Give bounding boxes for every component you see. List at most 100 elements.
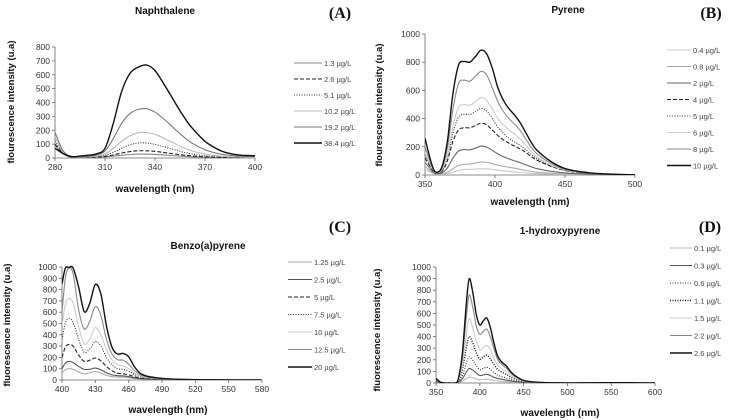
x-tick-label: 400 [248,162,262,172]
y-tick-label: 600 [406,85,420,95]
x-tick-label: 500 [560,387,574,397]
y-tick-label: 600 [43,307,57,317]
y-tick-label: 900 [43,273,57,283]
x-tick-label: 370 [198,162,212,172]
chart-panel-c: Benzo(a)pyrene(C)400 430 460 490 520 550 58001… [2,219,351,416]
y-tick-label: 600 [36,70,50,80]
x-tick-label: 340 [148,162,162,172]
y-axis-label: fluorescence intensity (u.a) [2,263,13,386]
legend-label: 7.5 µg/L [314,311,341,320]
legend-label: 5 µg/L [693,112,714,121]
y-tick-label: 1000 [412,262,431,272]
series-line [425,145,635,175]
legend-label: 2.6 µg/L [324,75,351,84]
series-line [62,298,262,380]
legend-label: 20 µg/L [314,363,339,372]
legend-label: 1.3 µg/L [324,59,351,68]
series-line [55,64,255,158]
legend-label: 1.5 µg/L [694,314,721,323]
x-tick-label: 460 [122,384,136,394]
y-tick-label: 700 [43,296,57,306]
legend-label: 10 µg/L [314,328,339,337]
panel-label: (B) [700,5,721,22]
series-line [436,277,655,383]
chart-title: 1-hydroxypyrene [520,226,601,237]
legend-label: 2.2 µg/L [694,332,721,341]
series-line [436,318,655,383]
x-tick-label: 450 [558,179,572,189]
y-tick-label: 1000 [401,29,420,39]
legend-label: 8 µg/L [693,145,714,154]
y-axis-label: flourescence intensity (u.a) [6,40,17,163]
legend-label: 0.6 µg/L [694,279,721,288]
x-tick-label: 490 [155,384,169,394]
series-line [55,131,255,158]
chart-panel-a: Naphthalene (A) 280 310 340 370 400 0 100 200 300 4… [6,5,355,195]
y-tick-label: 300 [43,341,57,351]
legend-label: 2.6 µg/L [694,349,721,358]
chart-title: Naphthalene [135,6,195,17]
chart-title: Benzo(a)pyrene [170,241,245,252]
y-tick-label: 500 [36,84,50,94]
y-tick-label: 0 [415,170,420,180]
x-tick-label: 310 [98,162,112,172]
series-line [55,107,255,158]
legend-label: 4 µg/L [693,96,714,105]
y-tick-label: 0 [52,375,57,385]
y-tick-label: 200 [43,352,57,362]
legend-label: 19.2 µg/L [324,123,355,132]
y-tick-label: 800 [417,285,431,295]
y-tick-label: 500 [417,320,431,330]
legend-label: 2 µg/L [693,79,714,88]
legend-label: 10 µg/L [693,162,718,171]
y-tick-label: 200 [406,142,420,152]
y-tick-label: 100 [36,139,50,149]
y-tick-label: 800 [36,42,50,52]
x-tick-label: 500 [628,179,642,189]
series-line [436,294,655,383]
legend-label: 5 µg/L [314,293,335,302]
y-tick-label: 900 [417,274,431,284]
legend-label: 1.25 µg/L [314,258,345,267]
y-tick-label: 800 [406,57,420,67]
x-axis-label: wavelength (nm) [115,184,195,195]
y-tick-label: 400 [406,114,420,124]
y-tick-label: 600 [417,308,431,318]
x-tick-label: 400 [488,179,502,189]
series-line [425,96,635,175]
legend-label: 5.1 µg/L [324,91,351,100]
x-tick-label: 520 [188,384,202,394]
x-tick-label: 400 [55,384,69,394]
x-tick-label: 450 [517,387,531,397]
legend-label: 0.4 µg/L [693,46,720,55]
series-line [425,161,635,175]
y-tick-label: 700 [417,297,431,307]
y-tick-label: 1000 [38,262,57,272]
x-tick-label: 430 [88,384,102,394]
panel-label: (A) [329,5,351,22]
series-line [62,317,262,380]
y-tick-label: 100 [43,364,57,374]
x-tick-label: 580 [255,384,269,394]
x-axis-label: wavelength (nm) [520,408,600,419]
series-line [436,356,655,383]
y-tick-label: 500 [43,319,57,329]
y-tick-label: 400 [36,98,50,108]
legend-label: 0.1 µg/L [694,244,721,253]
legend-label: 0.8 µg/L [693,63,720,72]
series-line [436,335,655,383]
series-line [62,265,262,380]
y-tick-label: 100 [417,366,431,376]
y-tick-label: 300 [417,343,431,353]
chart-panel-d: 1-hydroxypyrene (D) 350 400 450 500 550 600 0 100… [372,219,721,419]
y-tick-label: 200 [36,125,50,135]
y-tick-label: 400 [417,332,431,342]
x-tick-label: 550 [604,387,618,397]
series-line [436,367,655,383]
chart-title: Pyrene [551,5,585,16]
series-line [62,343,262,380]
legend-label: 2.5 µg/L [314,276,341,285]
x-axis-label: wavelength (nm) [128,405,208,416]
chart-panel-b: Pyrene (B) 350 400 450 500 0 200 400 600 800 1000 wa… [374,5,722,208]
